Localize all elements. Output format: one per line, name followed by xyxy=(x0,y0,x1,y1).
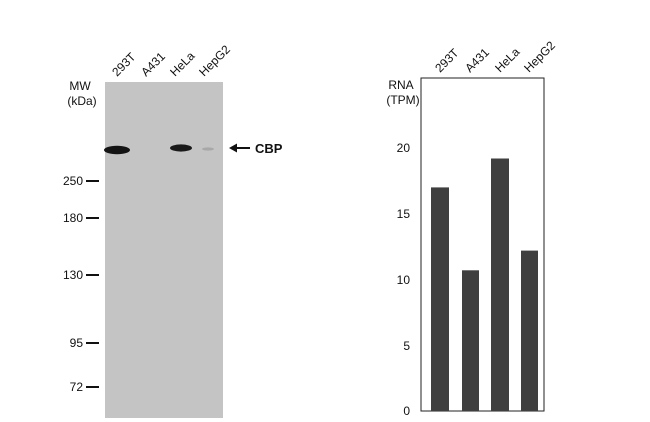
chart-category-label-hepg2: HepG2 xyxy=(521,38,558,75)
rna-bar-chart: RNA (TPM) 293T A431 HeLa HepG2 0 5 10 15… xyxy=(386,38,558,418)
mw-marker-130: 130 xyxy=(63,268,99,282)
western-blot-panel: MW (kDa) 293T A431 HeLa HepG2 250 180 13… xyxy=(63,42,283,418)
target-arrow-icon xyxy=(229,143,250,153)
chart-ylabel-line2: (TPM) xyxy=(386,93,419,107)
chart-category-label-293t: 293T xyxy=(432,45,462,75)
mw-unit-label: (kDa) xyxy=(67,94,96,108)
blot-lane-label-hela: HeLa xyxy=(167,49,197,79)
chart-category-label-a431: A431 xyxy=(462,45,492,75)
chart-ylabel-line1: RNA xyxy=(388,78,413,92)
mw-marker-130-label: 130 xyxy=(63,268,83,282)
mw-marker-72: 72 xyxy=(70,380,99,394)
chart-ytick-label-20: 20 xyxy=(397,141,411,155)
mw-marker-72-label: 72 xyxy=(70,380,84,394)
chart-bar-293t xyxy=(431,187,449,411)
chart-bar-a431 xyxy=(462,270,479,411)
mw-marker-95: 95 xyxy=(70,336,99,350)
chart-ytick-label-0: 0 xyxy=(403,404,410,418)
chart-category-label-hela: HeLa xyxy=(492,45,522,75)
blot-lane-label-293t: 293T xyxy=(109,49,139,79)
blot-band-hela xyxy=(170,144,192,152)
blot-band-293t xyxy=(104,145,130,155)
mw-marker-95-label: 95 xyxy=(70,336,84,350)
mw-marker-180-label: 180 xyxy=(63,211,83,225)
blot-membrane xyxy=(105,82,223,418)
blot-lane-label-a431: A431 xyxy=(138,49,168,79)
chart-ytick-label-15: 15 xyxy=(397,207,411,221)
chart-ytick-label-5: 5 xyxy=(403,339,410,353)
chart-ytick-label-10: 10 xyxy=(397,273,411,287)
chart-bar-hepg2 xyxy=(521,250,538,411)
target-protein-label: CBP xyxy=(255,141,283,156)
chart-bar-hela xyxy=(491,158,509,411)
blot-lane-label-hepg2: HepG2 xyxy=(196,42,233,79)
mw-marker-250: 250 xyxy=(63,174,99,188)
mw-marker-180: 180 xyxy=(63,211,99,225)
mw-marker-250-label: 250 xyxy=(63,174,83,188)
blot-band-hepg2-faint xyxy=(202,147,214,151)
chart-plot-frame xyxy=(420,77,545,412)
mw-label: MW xyxy=(69,79,91,93)
